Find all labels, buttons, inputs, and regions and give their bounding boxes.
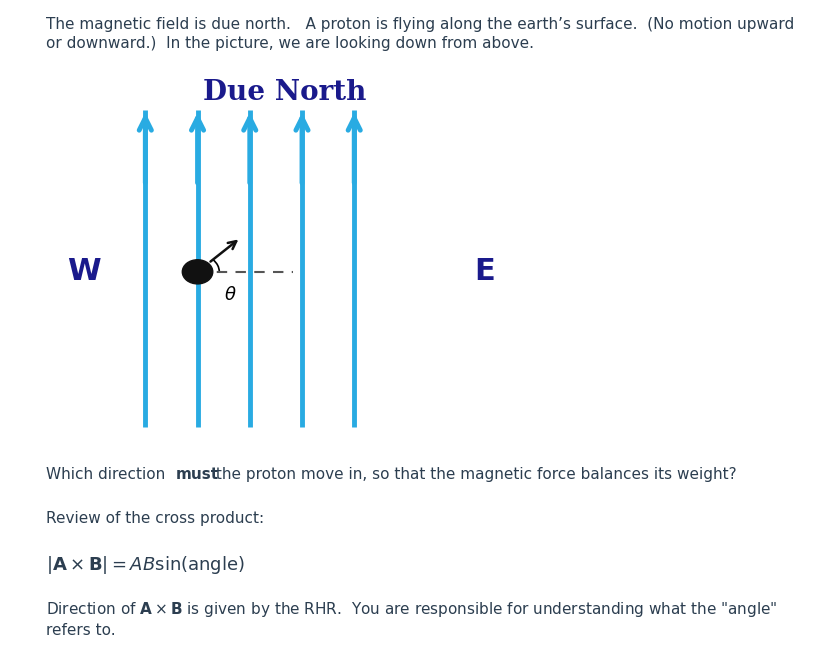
Text: must: must [176, 467, 219, 483]
Text: Due North: Due North [202, 79, 366, 106]
Text: refers to.: refers to. [46, 623, 115, 638]
Text: Direction of $\mathbf{A} \times \mathbf{B}$ is given by the RHR.  You are respon: Direction of $\mathbf{A} \times \mathbf{… [46, 600, 777, 619]
Text: Review of the cross product:: Review of the cross product: [46, 511, 264, 526]
Text: Which direction: Which direction [46, 467, 170, 483]
Text: or downward.)  In the picture, we are looking down from above.: or downward.) In the picture, we are loo… [46, 36, 533, 52]
Text: E: E [474, 257, 495, 286]
Text: θ: θ [224, 286, 236, 304]
Text: The magnetic field is due north.   A proton is flying along the earth’s surface.: The magnetic field is due north. A proto… [46, 17, 793, 32]
Text: W: W [68, 257, 101, 286]
Circle shape [182, 260, 212, 284]
Text: the proton move in, so that the magnetic force balances its weight?: the proton move in, so that the magnetic… [211, 467, 736, 483]
Text: $|\mathbf{A} \times \mathbf{B}| = AB\sin(\mathrm{angle})$: $|\mathbf{A} \times \mathbf{B}| = AB\sin… [46, 554, 245, 575]
